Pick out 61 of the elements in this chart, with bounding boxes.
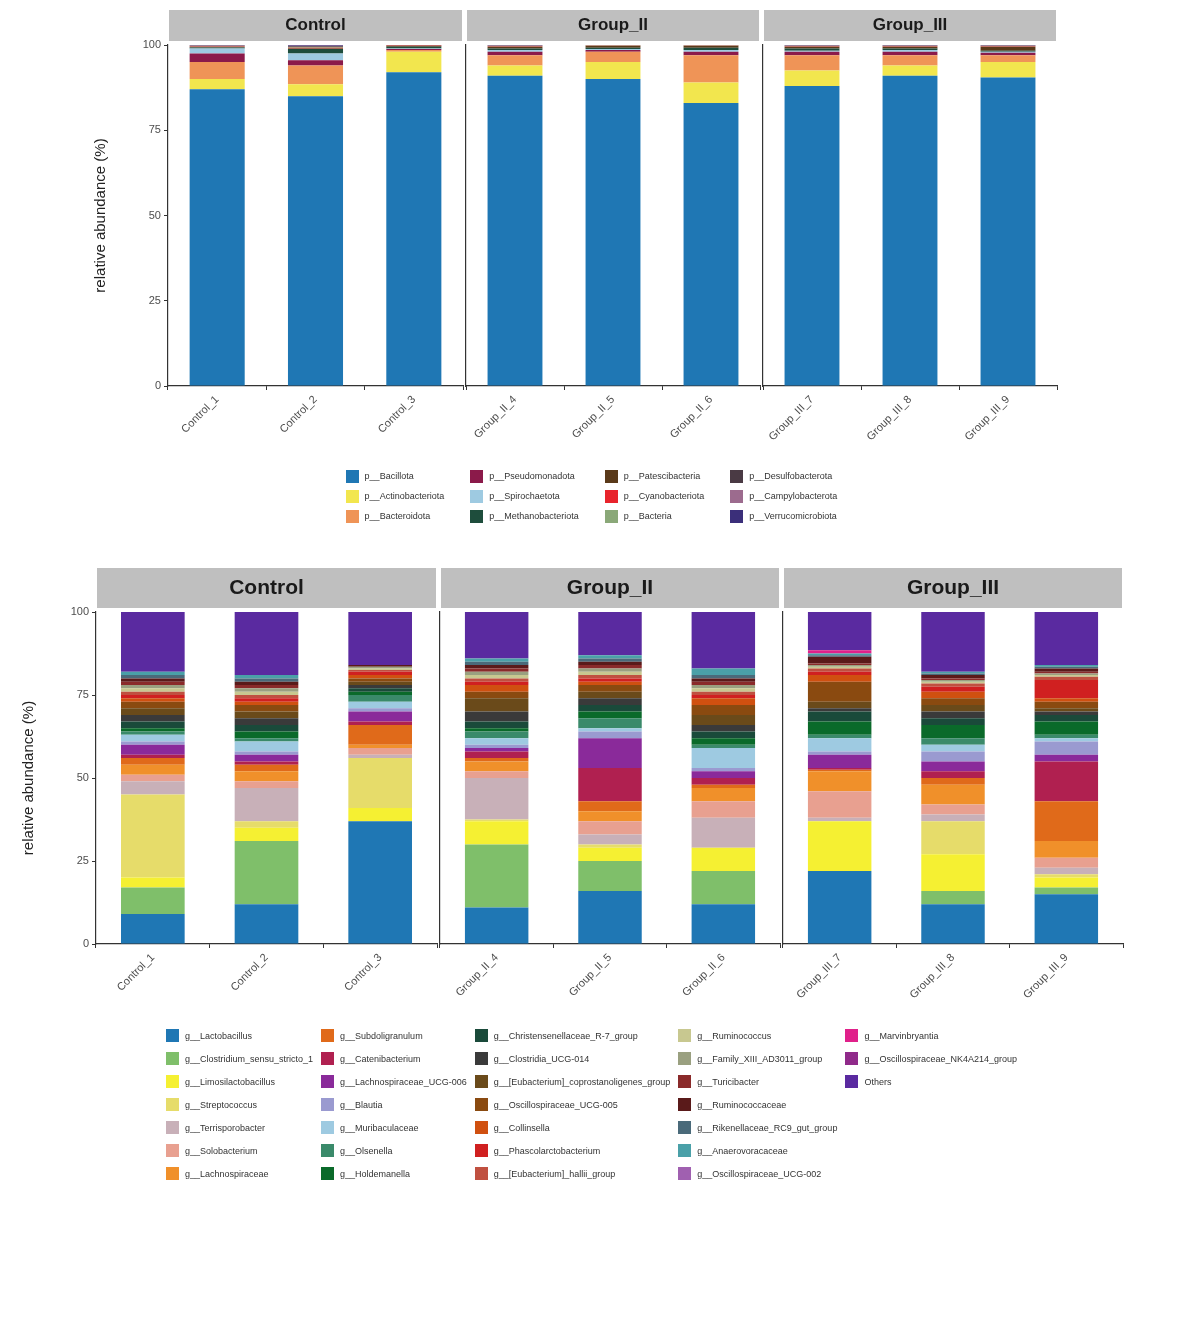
y-tick-label: 50 <box>148 208 161 221</box>
legend-label: g__Turicibacter <box>697 1076 759 1087</box>
legend-label: g__Oscillospiraceae_NK4A214_group <box>864 1053 1017 1064</box>
legend-label: p__Patescibacteria <box>623 471 701 481</box>
legend-label: g__Lachnospiraceae <box>184 1168 269 1179</box>
legend-label: g__Anaerovoracaceae <box>697 1145 788 1156</box>
y-tick-label: 0 <box>154 379 161 392</box>
legend-label: p__Bacillota <box>364 471 414 481</box>
legend-label: g__Subdoligranulum <box>340 1030 423 1041</box>
y-tick-label: 100 <box>70 605 89 618</box>
legend-label: g__Phascolarctobacterium <box>493 1145 601 1156</box>
chart-title: Group_II <box>578 15 648 35</box>
y-tick-label: 75 <box>148 123 161 136</box>
legend-label: g__Rikenellaceae_RC9_gut_group <box>697 1122 838 1133</box>
chart-title: Group_III <box>906 574 1000 598</box>
legend-label: p__Campylobacterota <box>749 491 838 501</box>
legend-label: p__Bacteroidota <box>364 511 431 521</box>
y-tick-label: 0 <box>82 937 89 950</box>
legend-label: g__Terrisporobacter <box>184 1122 266 1133</box>
legend-label: g__Limosilactobacillus <box>184 1076 276 1087</box>
y-axis-title: relative abundance (%) <box>91 138 109 293</box>
legend-label: g__Clostridium_sensu_stricto_1 <box>184 1053 314 1064</box>
legend-label: g__Family_XIII_AD3011_group <box>697 1053 823 1064</box>
legend-label: g__Olsenella <box>340 1145 393 1156</box>
legend-label: p__Verrucomicrobiota <box>749 511 837 521</box>
y-tick-label: 100 <box>142 38 161 51</box>
legend-label: g__Streptococcus <box>184 1099 258 1110</box>
legend-label: g__[Eubacterium]_coprostanoligenes_group <box>493 1076 671 1087</box>
legend-label: p__Cyanobacteriota <box>623 491 705 501</box>
legend-label: g__Muribaculaceae <box>340 1122 419 1133</box>
legend-label: g__Clostridia_UCG-014 <box>493 1053 590 1064</box>
legend-label: p__Methanobacteriota <box>489 511 579 521</box>
y-tick-label: 50 <box>76 771 89 784</box>
legend-label: p__Actinobacteriota <box>364 491 445 501</box>
legend-label: g__Holdemanella <box>340 1168 411 1179</box>
chart-title: Group_III <box>872 15 948 35</box>
legend-label: p__Desulfobacterota <box>749 471 833 481</box>
chart-title: Control <box>285 15 346 35</box>
legend-label: g__Blautia <box>340 1099 383 1110</box>
legend-label: g__Lachnospiraceae_UCG-006 <box>340 1076 467 1087</box>
chart-title: Group_II <box>566 574 654 598</box>
legend-label: g__Ruminococcaceae <box>697 1099 787 1110</box>
y-tick-label: 75 <box>76 688 89 701</box>
legend-label: g__Marvinbryantia <box>864 1030 939 1041</box>
y-tick-label: 25 <box>76 854 89 867</box>
legend-label: g__Collinsella <box>493 1122 550 1133</box>
legend-label: g__Catenibacterium <box>340 1053 421 1064</box>
chart-title: Control <box>229 574 304 598</box>
legend-label: g__Lactobacillus <box>184 1030 253 1041</box>
legend-label: p__Pseudomonadota <box>489 471 575 481</box>
legend-label: g__Oscillospiraceae_UCG-002 <box>697 1168 822 1179</box>
legend-label: g__Oscillospiraceae_UCG-005 <box>493 1099 618 1110</box>
legend-label: g__[Eubacterium]_hallii_group <box>493 1168 616 1179</box>
legend-label: Others <box>864 1076 892 1087</box>
legend-label: g__Solobacterium <box>184 1145 258 1156</box>
y-tick-label: 25 <box>148 293 161 306</box>
legend-label: g__Ruminococcus <box>697 1030 772 1041</box>
legend-label: p__Bacteria <box>623 511 672 521</box>
legend-label: p__Spirochaetota <box>489 491 560 501</box>
y-axis-title: relative abundance (%) <box>19 700 37 856</box>
legend-label: g__Christensenellaceae_R-7_group <box>493 1030 638 1041</box>
